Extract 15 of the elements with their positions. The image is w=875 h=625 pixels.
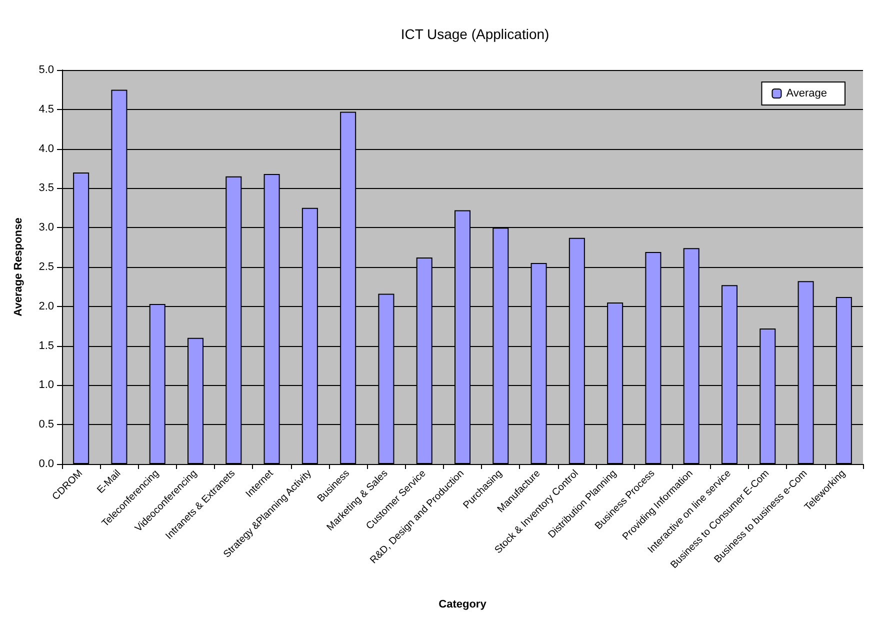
y-tick-label: 2.5 — [38, 261, 54, 273]
y-axis-title: Average Response — [12, 218, 24, 316]
y-tick-label: 1.0 — [38, 379, 54, 392]
y-tick-label: 5.0 — [38, 64, 54, 76]
y-tick-label: 3.0 — [38, 222, 54, 234]
y-tick-label: 4.0 — [38, 142, 54, 155]
y-tick-label: 4.5 — [38, 103, 54, 116]
chart-title: ICT Usage (Application) — [400, 26, 550, 42]
y-tick-label: 3.5 — [38, 182, 54, 194]
y-tick-label: 2.0 — [38, 300, 54, 312]
x-axis-title: Category — [438, 598, 488, 610]
y-tick-label: 0.5 — [38, 418, 54, 431]
legend-label: Average — [786, 88, 828, 100]
y-tick-label: 1.5 — [38, 340, 54, 352]
y-tick-label: 0.0 — [38, 458, 54, 470]
